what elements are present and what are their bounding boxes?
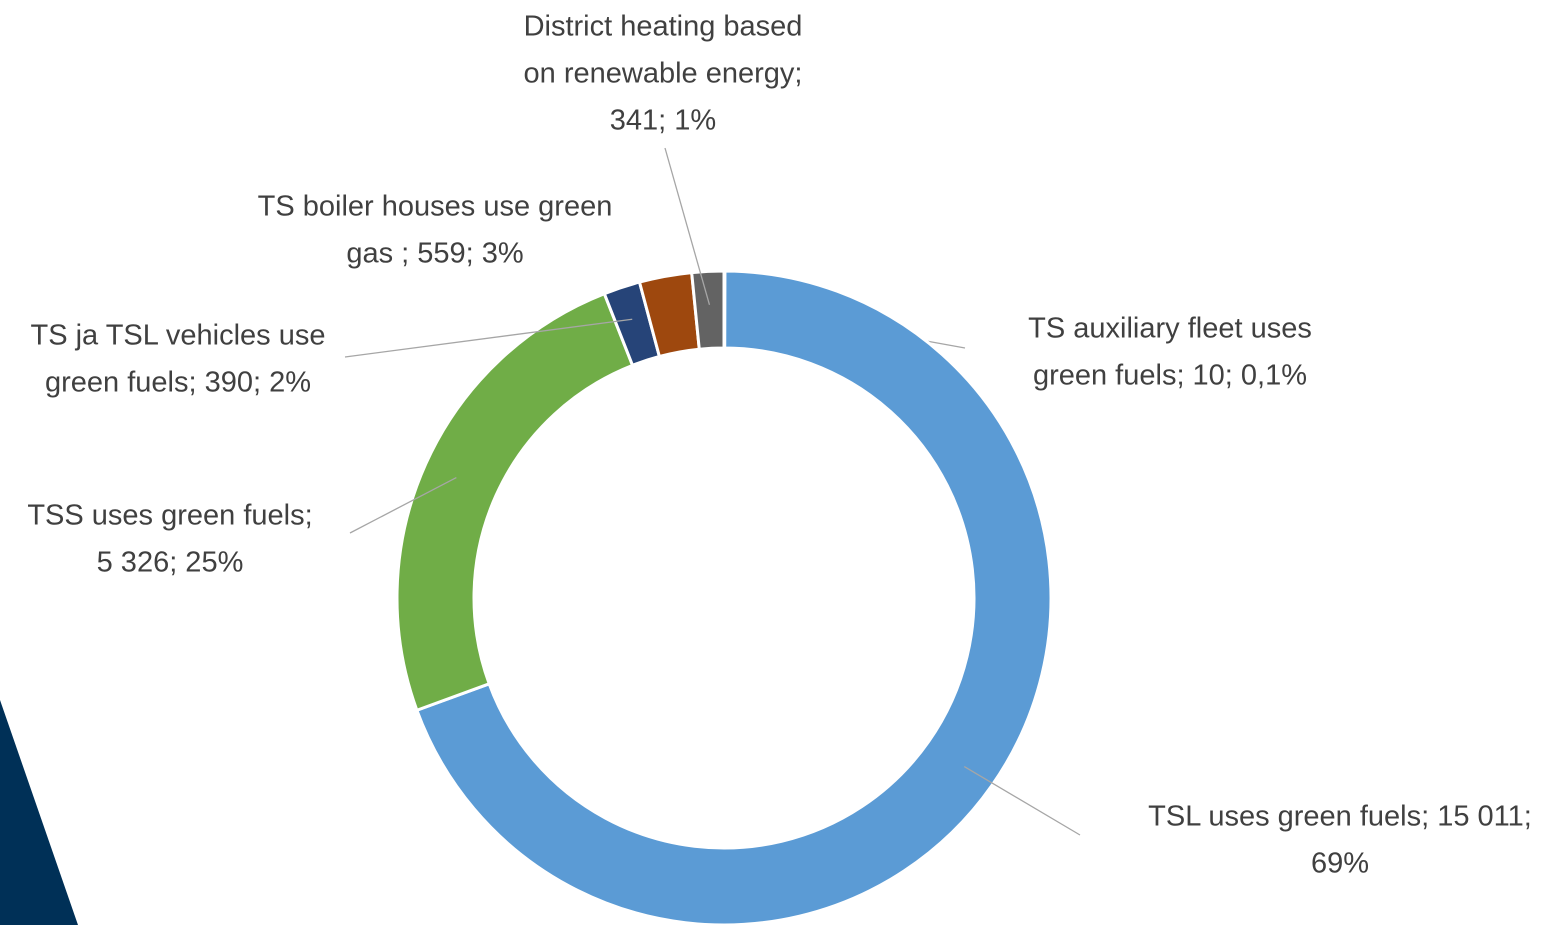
data-label: 341; 1% — [610, 105, 716, 137]
data-label: TSS uses green fuels; — [27, 500, 312, 532]
donut-slice — [395, 291, 635, 713]
leader-line — [349, 476, 457, 534]
data-label: green fuels; 10; 0,1% — [1033, 360, 1307, 392]
data-label: TSL uses green fuels; 15 011; — [1148, 801, 1532, 833]
data-label: green fuels; 390; 2% — [45, 367, 311, 399]
decor-triangle — [0, 700, 78, 925]
data-label: on renewable energy; — [524, 58, 803, 90]
leader-line — [664, 147, 711, 306]
leader-line — [963, 765, 1081, 836]
donut-slice — [414, 269, 1053, 925]
data-label: 5 326; 25% — [97, 547, 244, 579]
leader-line — [344, 318, 633, 358]
data-label: TS auxiliary fleet uses — [1028, 313, 1312, 345]
data-label: District heating based — [524, 11, 803, 43]
data-label: TS ja TSL vehicles use — [31, 320, 326, 352]
data-label: TS boiler houses use green — [258, 191, 613, 223]
data-label: 69% — [1311, 848, 1369, 880]
data-label: gas ; 559; 3% — [346, 238, 523, 270]
donut-slice — [690, 269, 726, 351]
